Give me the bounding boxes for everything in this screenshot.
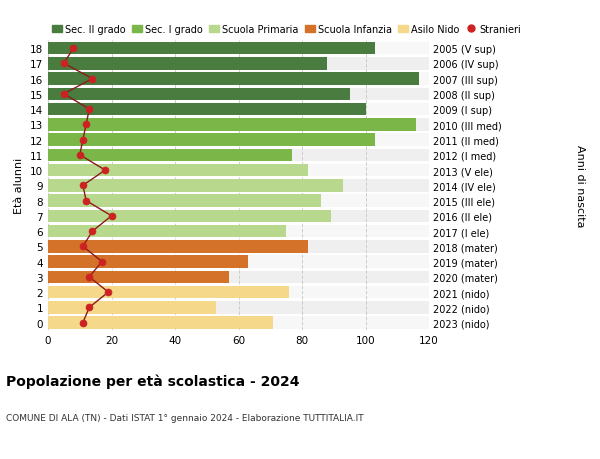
- Bar: [48, 179, 343, 192]
- Bar: [48, 195, 429, 207]
- Bar: [48, 210, 429, 223]
- Bar: [48, 317, 429, 329]
- Bar: [48, 225, 286, 238]
- Text: COMUNE DI ALA (TN) - Dati ISTAT 1° gennaio 2024 - Elaborazione TUTTITALIA.IT: COMUNE DI ALA (TN) - Dati ISTAT 1° genna…: [6, 413, 364, 422]
- Bar: [48, 210, 331, 223]
- Bar: [48, 225, 429, 238]
- Bar: [48, 256, 429, 268]
- Bar: [48, 104, 429, 116]
- Bar: [48, 88, 429, 101]
- Bar: [48, 88, 350, 101]
- Bar: [48, 149, 429, 162]
- Bar: [48, 119, 416, 131]
- Bar: [48, 271, 429, 284]
- Bar: [48, 241, 429, 253]
- Bar: [48, 179, 429, 192]
- Bar: [48, 195, 321, 207]
- Bar: [48, 302, 216, 314]
- Bar: [48, 149, 292, 162]
- Bar: [48, 256, 248, 268]
- Bar: [48, 73, 419, 85]
- Y-axis label: Età alunni: Età alunni: [14, 158, 25, 214]
- Bar: [48, 58, 429, 70]
- Bar: [48, 164, 308, 177]
- Bar: [48, 134, 375, 146]
- Bar: [48, 104, 365, 116]
- Text: Popolazione per età scolastica - 2024: Popolazione per età scolastica - 2024: [6, 374, 299, 389]
- Bar: [48, 271, 229, 284]
- Legend: Sec. II grado, Sec. I grado, Scuola Primaria, Scuola Infanzia, Asilo Nido, Stran: Sec. II grado, Sec. I grado, Scuola Prim…: [48, 21, 524, 39]
- Bar: [48, 134, 429, 146]
- Bar: [48, 241, 308, 253]
- Bar: [48, 317, 274, 329]
- Bar: [48, 302, 429, 314]
- Bar: [48, 43, 429, 55]
- Y-axis label: Anni di nascita: Anni di nascita: [575, 145, 585, 227]
- Bar: [48, 164, 429, 177]
- Bar: [48, 43, 375, 55]
- Bar: [48, 286, 289, 299]
- Bar: [48, 58, 328, 70]
- Bar: [48, 286, 429, 299]
- Bar: [48, 119, 429, 131]
- Bar: [48, 73, 429, 85]
